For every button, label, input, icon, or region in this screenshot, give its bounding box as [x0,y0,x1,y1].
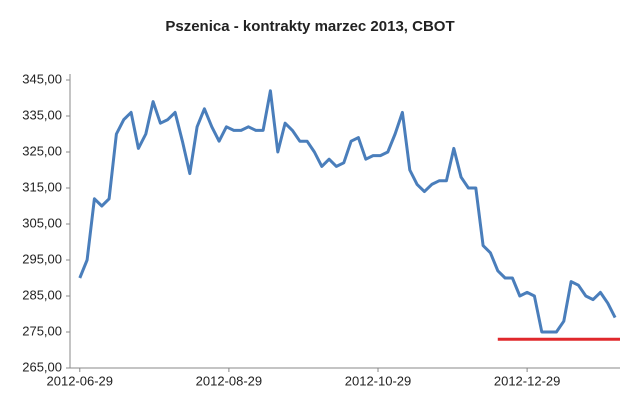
x-tick-label: 2012-12-29 [494,373,561,388]
chart-title: Pszenica - kontrakty marzec 2013, CBOT [165,18,454,35]
y-tick-label: 345,00 [22,71,62,86]
y-tick-label: 305,00 [22,215,62,230]
y-tick-label: 335,00 [22,107,62,122]
x-tick-label: 2012-10-29 [345,373,412,388]
y-tick-label: 325,00 [22,143,62,158]
data-line [78,89,617,334]
x-tick-label: 2012-08-29 [196,373,263,388]
y-tick-label: 285,00 [22,287,62,302]
y-tick-label: 315,00 [22,179,62,194]
y-tick-label: 295,00 [22,251,62,266]
x-tick-label: 2012-06-29 [47,373,114,388]
y-tick-label: 265,00 [22,359,62,374]
y-tick-label: 275,00 [22,323,62,338]
